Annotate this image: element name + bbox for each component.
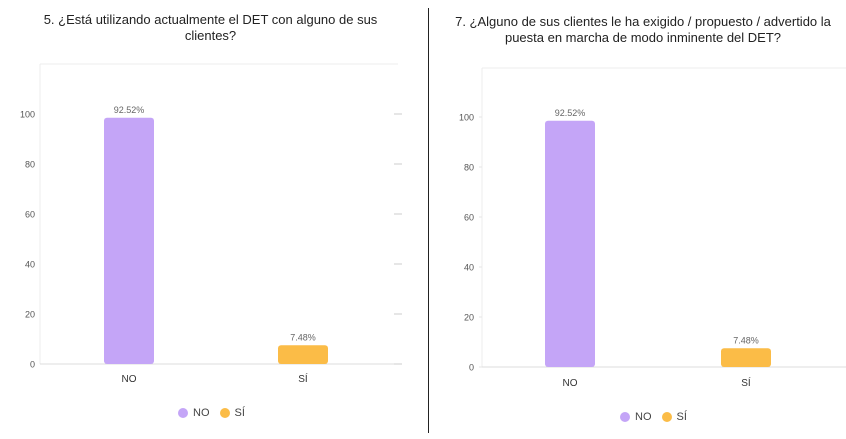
chart-2-legend: NO SÍ [620, 410, 697, 424]
chart-1-y-tick-label: 40 [25, 260, 35, 270]
chart-1-category-label: NO [122, 374, 137, 385]
chart-1-y-tick-label: 0 [30, 360, 35, 370]
legend-si-label: SÍ [234, 407, 245, 419]
chart-2-title-line1: 7. ¿Alguno de sus clientes le ha exigido… [455, 14, 831, 29]
chart-1-data-label: 7.48% [290, 332, 316, 342]
chart-2-y-tick-label: 80 [464, 163, 474, 173]
chart-2-title-line2: puesta en marcha de modo inminente del D… [504, 30, 782, 45]
legend-no-label: NO [193, 407, 210, 419]
chart-1-category-label: SÍ [298, 372, 308, 385]
chart-2-category-label: SÍ [741, 376, 751, 389]
legend-si-label: SÍ [676, 411, 687, 423]
chart-1-y-tick-label: 100 [20, 110, 35, 120]
chart-2-y-tick-label: 60 [464, 213, 474, 223]
legend-no-swatch [178, 408, 188, 418]
chart-2-bar-no [545, 120, 595, 367]
chart-2-y-tick-label: 40 [464, 263, 474, 273]
chart-1-bar-no [104, 117, 154, 364]
panel-divider [428, 8, 429, 433]
chart-2-y-tick-label: 20 [464, 313, 474, 323]
chart-1-y-tick-label: 80 [25, 160, 35, 170]
legend-si-swatch [661, 412, 672, 422]
chart-2-data-label: 7.48% [733, 335, 759, 345]
chart-1-title: 5. ¿Está utilizando actualmente el DET c… [0, 12, 421, 44]
chart-1-y-tick-label: 20 [25, 310, 35, 320]
chart-1-title-line2: clientes? [184, 28, 237, 43]
chart-1-title-line1: 5. ¿Está utilizando actualmente el DET c… [43, 12, 378, 27]
legend-no-swatch [620, 412, 630, 422]
chart-2-bar-si [721, 348, 771, 367]
chart-1-data-label: 92.52% [114, 105, 145, 115]
legend-si-swatch [219, 408, 230, 418]
legend-no-label: NO [635, 411, 652, 423]
chart-2-title: 7. ¿Alguno de sus clientes le ha exigido… [440, 14, 846, 46]
chart-2-y-tick-label: 0 [469, 363, 474, 373]
chart-2-data-label: 92.52% [555, 108, 586, 118]
chart-1-y-tick-label: 60 [25, 210, 35, 220]
chart-1-bar-si [278, 345, 328, 364]
chart-2-y-tick-label: 100 [459, 113, 474, 123]
chart-1-legend: NO SÍ [178, 406, 255, 420]
chart-2-category-label: NO [563, 378, 578, 389]
